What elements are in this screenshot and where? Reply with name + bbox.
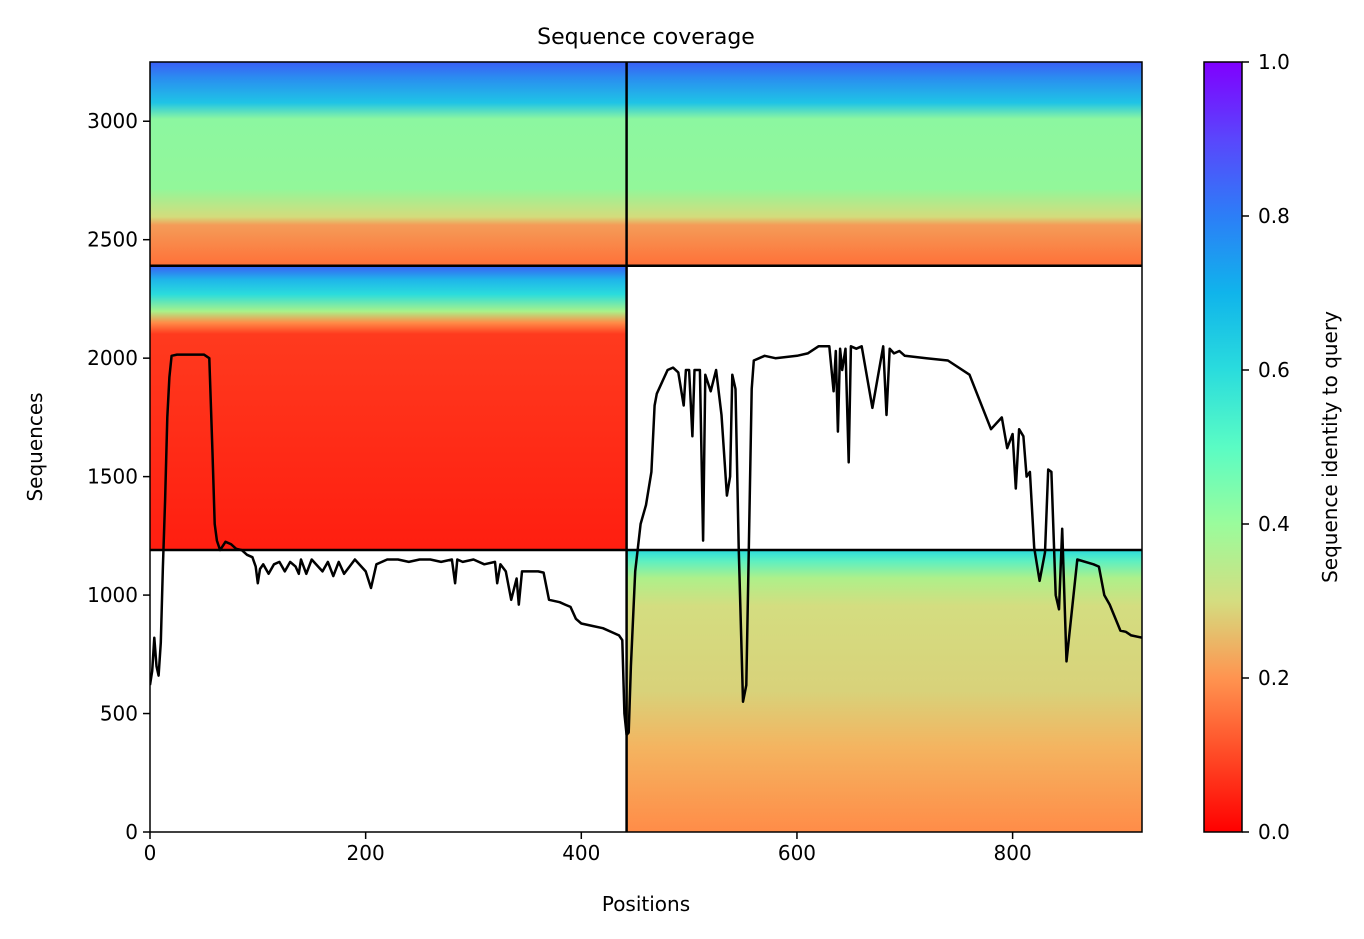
chart-title: Sequence coverage xyxy=(537,25,755,50)
y-tick-label: 1000 xyxy=(87,583,138,607)
coverage-line xyxy=(150,345,1142,737)
coverage-block xyxy=(150,62,627,266)
colorbar-axis: 0.0 0.2 0.4 0.6 0.8 1.0 xyxy=(1242,50,1290,844)
plot-frame xyxy=(149,61,1143,833)
coverage-block xyxy=(150,265,627,551)
colorbar-tick-label: 0.8 xyxy=(1258,204,1290,228)
y-tick-label: 1500 xyxy=(87,465,138,489)
colorbar-tick-label: 0.6 xyxy=(1258,358,1290,382)
x-tick-label: 200 xyxy=(347,841,385,865)
y-axis-label: Sequences xyxy=(23,392,47,501)
y-tick-label: 500 xyxy=(100,702,138,726)
y-tick-label: 3000 xyxy=(87,109,138,133)
coverage-line-layer xyxy=(150,345,1142,737)
x-tick-label: 0 xyxy=(144,841,157,865)
y-tick-label: 2500 xyxy=(87,228,138,252)
coverage-heatmap xyxy=(150,62,1142,832)
coverage-block xyxy=(626,62,1142,266)
x-axis-label: Positions xyxy=(602,892,690,916)
colorbar-tick-label: 0.0 xyxy=(1258,820,1290,844)
y-tick-label: 0 xyxy=(125,820,138,844)
colorbar-label: Sequence identity to query xyxy=(1318,311,1342,583)
colorbar xyxy=(1203,61,1243,833)
x-axis: 0 200 400 600 800 xyxy=(144,832,1032,865)
chain-boundaries xyxy=(150,62,1142,832)
x-tick-label: 800 xyxy=(994,841,1032,865)
y-axis: 0 500 1000 1500 2000 2500 3000 xyxy=(87,109,150,844)
y-tick-label: 2000 xyxy=(87,346,138,370)
x-tick-label: 400 xyxy=(562,841,600,865)
colorbar-tick-label: 0.4 xyxy=(1258,512,1290,536)
colorbar-tick-label: 0.2 xyxy=(1258,666,1290,690)
x-tick-label: 600 xyxy=(778,841,816,865)
colorbar-tick-label: 1.0 xyxy=(1258,50,1290,74)
